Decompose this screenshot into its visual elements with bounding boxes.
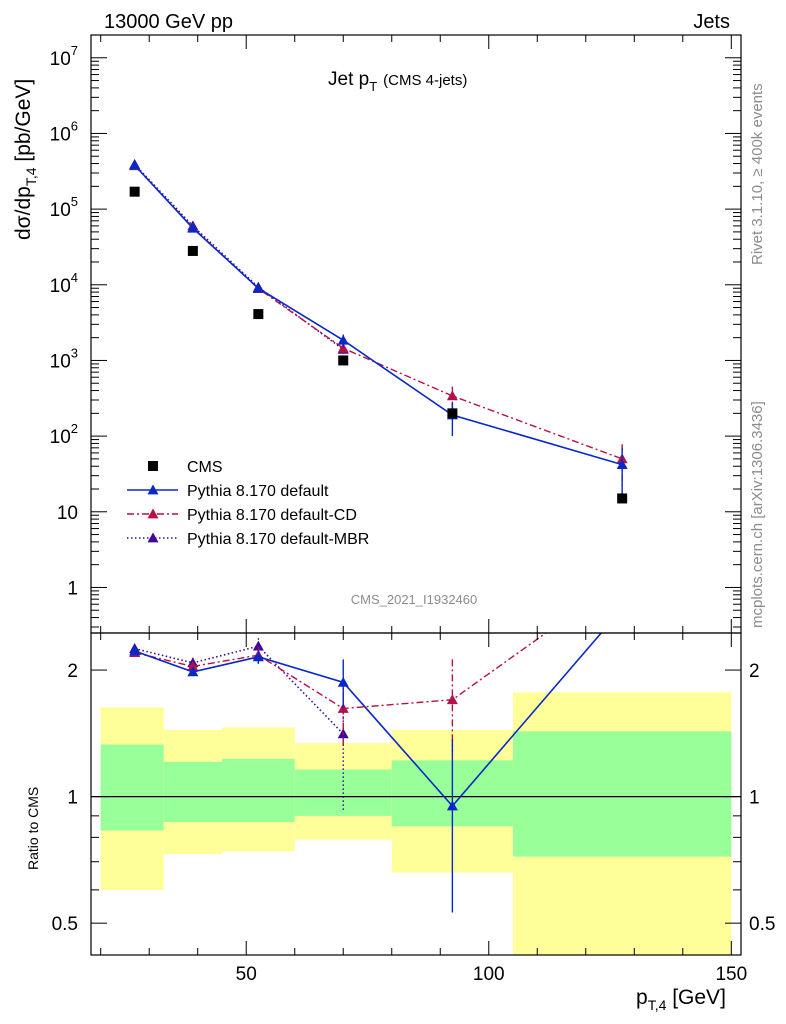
ratio-point-default-1 (187, 666, 199, 677)
ratio-band-inner-0 (100, 744, 164, 831)
main-point-default-1 (187, 222, 199, 233)
data-point-2 (253, 309, 264, 320)
legend-marker-data (148, 461, 158, 471)
data-point-3 (338, 355, 349, 366)
mcplots-reference-label: mcplots.cern.ch [arXiv:1306.3436] (749, 401, 766, 628)
main-plot-title: Jet pT (CMS 4-jets) (328, 69, 467, 94)
rivet-version-label: Rivet 3.1.10, ≥ 400k events (749, 83, 766, 265)
legend-marker-cd (147, 508, 159, 519)
legend-marker-mbr (147, 532, 159, 543)
ratio-line-cd (134, 633, 548, 710)
main-y-tick-exp-10000000: 7 (71, 43, 78, 58)
ratio-point-cd-5 (617, 573, 628, 583)
legend-label-cd: Pythia 8.170 default-CD (187, 507, 357, 524)
main-y-tick-exp-100000: 5 (71, 194, 78, 209)
ratio-band-inner-2 (221, 758, 295, 823)
main-y-tick-base-10000: 10 (50, 276, 71, 297)
title-subscript: T (369, 79, 377, 94)
main-y-tick-base-10: 10 (57, 503, 78, 524)
ratio-point-default-5 (617, 603, 628, 613)
main-y-tick-label-100: 102 (50, 421, 78, 448)
ylabel-main-text: dσ/dp (12, 186, 35, 240)
data-point-1 (187, 245, 198, 256)
x-tick-label-100: 100 (473, 964, 505, 985)
ratio-point-cd-4 (446, 694, 458, 705)
ratio-point-mbr-2 (252, 640, 264, 651)
ratio-band-inner-1 (163, 761, 222, 823)
main-point-default-5 (616, 459, 628, 470)
main-point-cd-3 (337, 342, 349, 353)
ratio-line-default (134, 633, 603, 808)
main-y-tick-base-100: 10 (50, 427, 71, 448)
data-point-5 (617, 493, 628, 504)
title-note: (CMS 4-jets) (383, 72, 467, 89)
main-y-tick-label-1: 1 (67, 578, 78, 599)
ratio-band-inner-5 (513, 731, 732, 857)
main-point-default-2 (252, 282, 264, 293)
header-process-label: Jets (693, 11, 730, 33)
title-main-text: Jet p (328, 69, 369, 90)
main-line-cd (134, 165, 623, 460)
main-y-tick-base-1000000: 10 (50, 124, 71, 145)
ratio-line-mbr (134, 645, 344, 735)
data-point-4 (447, 408, 458, 419)
main-y-tick-label-1000: 103 (50, 345, 78, 372)
legend-label-data: CMS (187, 459, 223, 476)
ratio-y-tick-label-right-0.5: 0.5 (749, 914, 775, 935)
main-y-tick-label-1000000: 106 (50, 118, 78, 145)
ratio-y-tick-label-left-0.5: 0.5 (52, 914, 78, 935)
main-y-tick-exp-1000000: 6 (71, 118, 78, 133)
x-axis-label: pT,4 [GeV] (636, 986, 726, 1013)
main-point-cd-4 (446, 390, 458, 401)
ratio-point-cd-1 (187, 660, 199, 671)
main-y-tick-label-10: 10 (57, 503, 78, 524)
ratio-point-default-3 (337, 676, 349, 687)
ratio-y-axis-label: Ratio to CMS (25, 787, 41, 870)
main-y-tick-base-100000: 10 (50, 200, 71, 221)
legend-label-default: Pythia 8.170 default (187, 483, 329, 500)
main-y-tick-label-10000000: 107 (50, 43, 78, 70)
legend-marker-default (147, 484, 159, 495)
ratio-y-tick-label-left-2: 2 (67, 661, 78, 682)
ratio-point-default-4 (446, 800, 458, 811)
main-y-tick-base-1000: 10 (50, 351, 71, 372)
analysis-id-label: CMS_2021_I1932460 (351, 592, 478, 607)
ratio-y-tick-label-right-2: 2 (749, 661, 760, 682)
ylabel-subscript: T,4 (23, 167, 39, 186)
main-y-tick-base-1: 1 (67, 578, 78, 599)
xlabel-unit: [GeV] (666, 986, 726, 1009)
main-y-tick-label-10000: 104 (50, 270, 78, 297)
ratio-point-default-0 (129, 645, 141, 656)
main-line-default (134, 164, 623, 466)
main-y-tick-base-10000000: 10 (50, 49, 71, 70)
ratio-y-tick-label-right-1: 1 (749, 788, 760, 809)
main-y-tick-exp-10000: 4 (71, 270, 78, 285)
ratio-point-default-2 (252, 651, 264, 662)
xlabel-main-text: p (636, 986, 648, 1009)
header-energy-label: 13000 GeV pp (104, 11, 233, 33)
main-y-tick-label-100000: 105 (50, 194, 78, 221)
main-point-default-3 (337, 334, 349, 345)
data-point-0 (129, 186, 140, 197)
xlabel-subscript: T,4 (648, 997, 667, 1013)
x-tick-label-150: 150 (715, 964, 747, 985)
legend-label-mbr: Pythia 8.170 default-MBR (187, 531, 369, 548)
x-tick-label-50: 50 (236, 964, 257, 985)
main-y-tick-exp-1000: 3 (71, 345, 78, 360)
main-y-axis-label: dσ/dpT,4 [pb/GeV] (12, 79, 39, 240)
main-point-default-0 (129, 159, 141, 170)
ylabel-unit: [pb/GeV] (12, 79, 35, 168)
main-y-tick-exp-100: 2 (71, 421, 78, 436)
ratio-y-tick-label-left-1: 1 (67, 788, 78, 809)
ratio-plot-frame (90, 632, 742, 956)
